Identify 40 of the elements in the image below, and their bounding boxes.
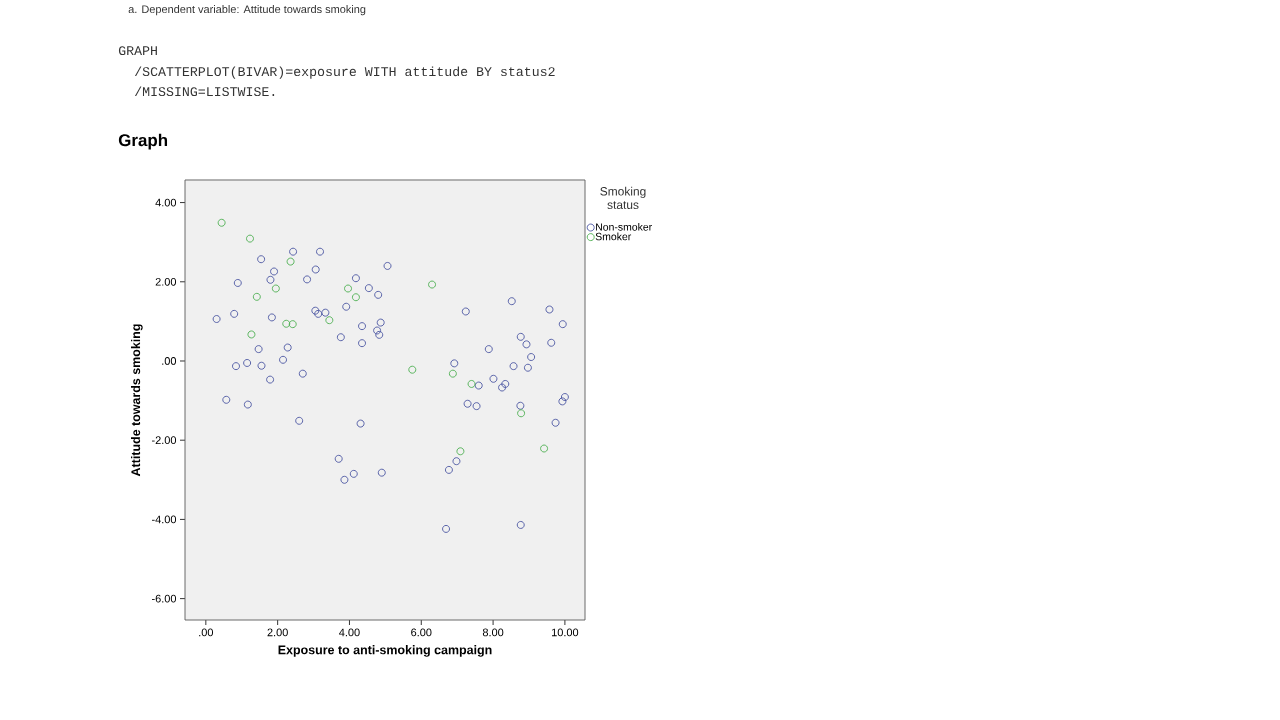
legend-title: Smoking status bbox=[600, 186, 646, 210]
x-tick-label: 8.00 bbox=[482, 628, 504, 637]
point bbox=[456, 447, 465, 456]
point bbox=[344, 284, 352, 293]
x-tick-label: 6.00 bbox=[411, 628, 432, 637]
x-tick-label: 2.00 bbox=[267, 628, 288, 637]
text: GRAPH bbox=[118, 46, 157, 56]
text: a. Dependent variable: Attitude towards smoking bbox=[128, 5, 366, 16]
point bbox=[246, 234, 254, 243]
y-tick-label: -4.00 bbox=[151, 515, 177, 524]
point bbox=[428, 280, 436, 289]
point bbox=[467, 380, 476, 388]
x-tick-label: 10.00 bbox=[552, 628, 579, 637]
point bbox=[282, 319, 291, 328]
point bbox=[408, 365, 417, 374]
x-axis-title: Exposure to anti-smoking campaign bbox=[278, 645, 492, 657]
y-axis-title: Attitude towards smoking bbox=[130, 324, 143, 477]
point bbox=[288, 320, 297, 329]
point bbox=[351, 293, 360, 302]
point bbox=[325, 316, 334, 325]
point bbox=[448, 369, 457, 378]
point bbox=[217, 218, 226, 227]
x-tick-label: 4.00 bbox=[339, 628, 360, 637]
point bbox=[517, 409, 526, 418]
point bbox=[286, 257, 295, 266]
point bbox=[271, 284, 280, 293]
text: /SCATTERPLOT(BIVAR)=exposure WITH attitude BY status2 bbox=[134, 66, 555, 79]
legend-label: Smoker bbox=[595, 232, 632, 241]
y-tick-label: .00 bbox=[162, 357, 177, 365]
y-tick-label: -6.00 bbox=[151, 594, 177, 603]
y-tick-label: 2.00 bbox=[155, 277, 177, 286]
y-tick-label: -2.00 bbox=[151, 436, 177, 445]
y-tick-label: 4.00 bbox=[155, 198, 177, 207]
point bbox=[252, 292, 261, 301]
text: /MISSING=LISTWISE. bbox=[134, 86, 275, 97]
x-tick-label: .00 bbox=[199, 628, 214, 637]
legend-label: Non-smoker bbox=[596, 223, 652, 231]
point bbox=[540, 444, 549, 453]
point bbox=[247, 330, 256, 339]
chart-title: Graph bbox=[118, 133, 168, 150]
